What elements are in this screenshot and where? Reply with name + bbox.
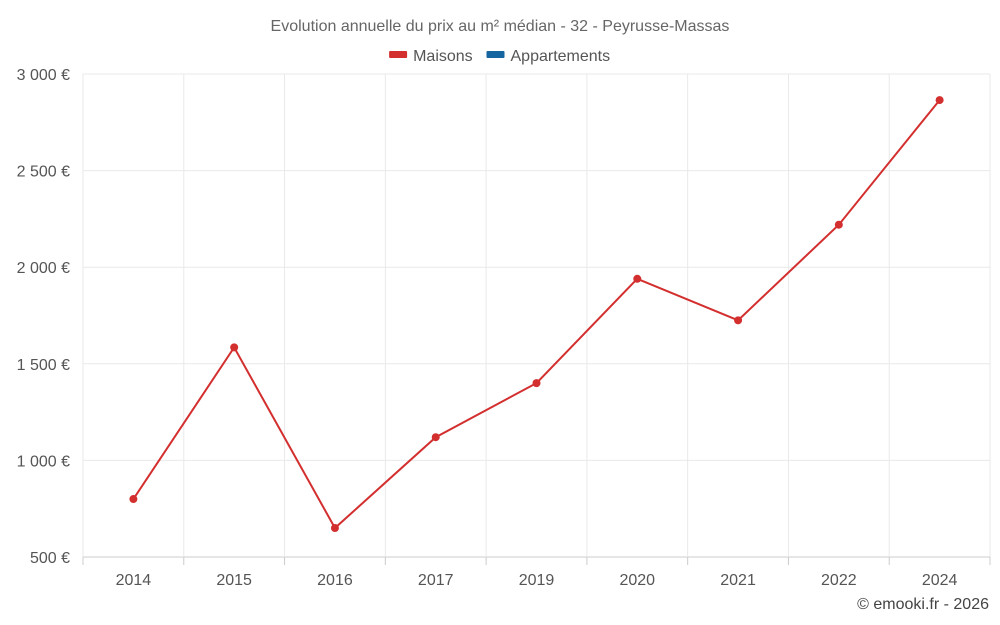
- x-tick-label: 2021: [720, 572, 756, 589]
- data-point[interactable]: [633, 274, 642, 283]
- data-point[interactable]: [431, 433, 440, 442]
- grid: [82, 73, 991, 558]
- x-axis: 2014 2015 2016 2017 2019 2020 2021 2022 2024: [82, 557, 991, 589]
- legend-item-appartements[interactable]: Appartements: [486, 48, 611, 65]
- y-tick-label: 3 000 €: [17, 67, 70, 84]
- y-tick-label: 1 500 €: [17, 357, 70, 374]
- x-tick-label: 2017: [418, 572, 454, 589]
- data-point[interactable]: [129, 495, 138, 504]
- x-tick-label: 2024: [922, 572, 958, 589]
- chart-title: Evolution annuelle du prix au m² médian …: [271, 18, 730, 35]
- data-point[interactable]: [734, 316, 743, 325]
- legend-swatch: [389, 51, 408, 58]
- x-tick-label: 2019: [519, 572, 555, 589]
- series-line-maisons: [132, 99, 941, 530]
- y-tick-label: 2 500 €: [17, 164, 70, 181]
- data-point[interactable]: [230, 343, 239, 352]
- data-point[interactable]: [532, 379, 541, 388]
- y-tick-label: 500 €: [30, 550, 70, 567]
- x-tick-label: 2014: [116, 572, 152, 589]
- data-point[interactable]: [834, 220, 843, 229]
- x-tick-label: 2016: [317, 572, 353, 589]
- x-tick-label: 2022: [821, 572, 857, 589]
- x-tick-label: 2015: [216, 572, 252, 589]
- legend-label: Appartements: [511, 48, 611, 65]
- data-point[interactable]: [330, 524, 339, 533]
- legend-label: Maisons: [413, 48, 473, 65]
- series-layer: [129, 96, 944, 533]
- legend: Maisons Appartements: [389, 48, 610, 65]
- data-point[interactable]: [935, 96, 944, 105]
- legend-swatch: [486, 51, 505, 58]
- y-axis: 500 € 1 000 € 1 500 € 2 000 € 2 500 € 3 000 €: [17, 67, 70, 567]
- legend-item-maisons[interactable]: Maisons: [389, 48, 473, 65]
- y-tick-label: 2 000 €: [17, 260, 70, 277]
- credit-text: © emooki.fr - 2026: [857, 596, 989, 613]
- y-tick-label: 1 000 €: [17, 453, 70, 470]
- x-tick-label: 2020: [619, 572, 655, 589]
